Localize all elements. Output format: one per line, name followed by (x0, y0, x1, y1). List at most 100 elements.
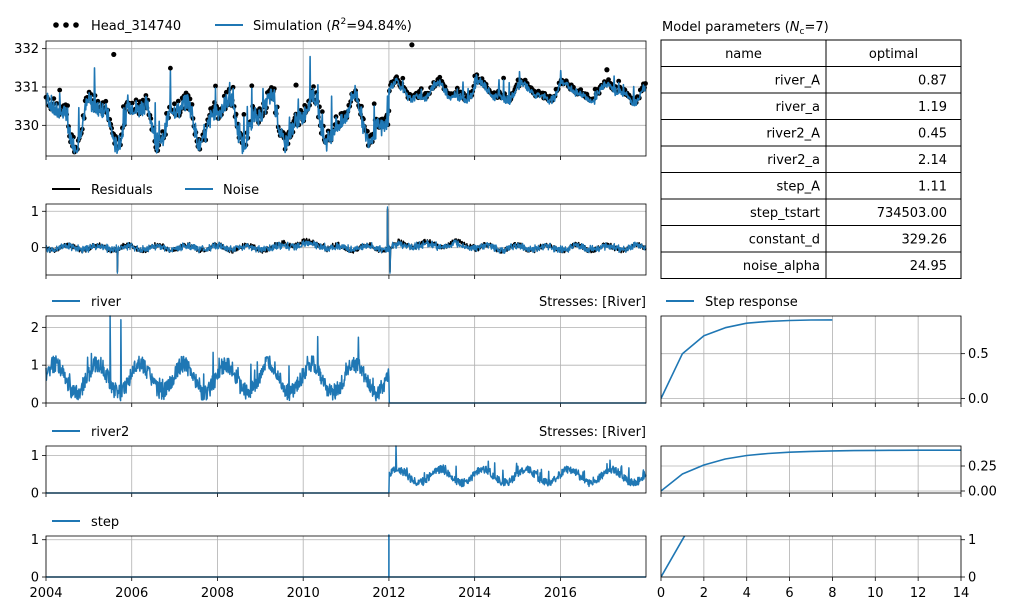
x-tick-label: 2006 (115, 586, 148, 601)
y-tick-label: 0.0 (968, 392, 989, 407)
observed-point (172, 101, 177, 107)
axes-frame (45, 203, 647, 276)
table-row: step_A 1.11 (660, 172, 962, 200)
residuals-legend: Residuals Noise (52, 183, 259, 198)
x-tick-label: 2016 (544, 586, 577, 601)
y-tick-label: 332 (14, 42, 39, 57)
x-tick-label: 2014 (458, 586, 491, 601)
param-name: river2_A (766, 127, 820, 142)
observed-point (293, 82, 299, 88)
step-panel: 0 1 step 2004 2006 2008 2010 2012 2014 2016 (29, 515, 647, 601)
table-cell (825, 119, 962, 147)
observed-point (129, 100, 135, 106)
river2-panel: 0 1 river2 Stresses: [River] (31, 425, 647, 502)
residuals-series (45, 208, 647, 273)
y-tick-label: 0 (968, 571, 976, 586)
step-response-series (661, 319, 833, 399)
observed-point (249, 83, 255, 89)
observed-point (578, 87, 584, 92)
observed-point (409, 42, 415, 48)
y-tick-label: 1 (31, 449, 39, 464)
table-row: constant_d 329.26 (660, 225, 962, 253)
y-tick-label: 0 (31, 397, 39, 412)
legend-label: Step response (705, 295, 798, 310)
y-tick-label: 1 (31, 533, 39, 548)
table-cell (825, 225, 962, 253)
y-tick-label: 1 (31, 359, 39, 374)
param-value: 24.95 (910, 259, 947, 274)
y-tick-label: 0 (31, 571, 39, 586)
observed-point (400, 75, 406, 81)
observed-point (111, 51, 117, 58)
axes-frame (660, 315, 962, 404)
observed-point (643, 81, 648, 86)
x-axis-years: 2004 2006 2008 2010 2012 2014 2016 (29, 586, 576, 601)
observed-point (454, 85, 460, 91)
noise-series (45, 206, 647, 274)
axes-frame (45, 535, 647, 578)
observed-point (57, 87, 63, 93)
param-name: step_A (776, 180, 820, 195)
table-cell (660, 251, 827, 279)
legend-label: Simulation (R2=94.84%) (253, 17, 412, 34)
x-tick-label: 14 (953, 586, 970, 601)
table-cell (825, 198, 962, 226)
observed-point (241, 112, 247, 117)
y-tick-label: 0.5 (968, 347, 989, 362)
parameter-table: Model parameters (Nc=7) name optimal river… (660, 20, 962, 279)
param-value: 734503.00 (877, 206, 947, 221)
legend-dot-swatch (63, 22, 69, 28)
table-cell (825, 92, 962, 120)
observed-point (223, 89, 229, 95)
step-block-response-panel: 010 2 4 6 8 10 12 14 (657, 533, 976, 601)
x-tick-label: 2004 (29, 586, 62, 601)
y-tick-label: 1 (968, 533, 976, 548)
observed-head-series (43, 42, 648, 155)
observed-point (311, 84, 316, 90)
y-tick-label: 2 (31, 321, 39, 336)
head-legend: Head_314740 Simulation (R2=94.84%) (53, 17, 412, 34)
legend-dot-swatch (73, 22, 79, 28)
legend-label: Noise (223, 183, 259, 198)
head-panel: 330 331 332 Head_314740 Simulation (R2=94.84… (14, 17, 648, 160)
step-block-response-series (661, 536, 686, 577)
observed-point (616, 78, 622, 84)
observed-point (302, 103, 308, 108)
param-value: 2.14 (918, 153, 947, 168)
y-tick-label: 331 (14, 81, 39, 96)
observed-point (95, 98, 101, 104)
table-row: river_a 1.19 (660, 92, 962, 120)
observed-point (213, 83, 218, 89)
parameter-table-title: Model parameters (Nc=7) (662, 20, 829, 37)
observed-point (501, 75, 506, 81)
observed-point (319, 109, 325, 115)
river2-response-panel: 0.00 0.25 (660, 445, 997, 500)
axes-frame (45, 445, 647, 494)
param-name: step_tstart (750, 206, 820, 221)
table-row: river2_A 0.45 (660, 119, 962, 147)
axes-frame (45, 315, 647, 404)
simulation-series (45, 55, 647, 155)
observed-point (437, 74, 443, 80)
river-series (45, 315, 647, 404)
param-value: 329.26 (902, 233, 948, 248)
observed-point (143, 93, 149, 98)
observed-point (604, 67, 610, 73)
legend-dot-swatch (53, 22, 59, 28)
river2-stresses-label: Stresses: [River] (539, 425, 646, 440)
table-row: river_A 0.87 (660, 66, 962, 94)
param-value: 1.11 (918, 180, 947, 195)
table-cell (825, 172, 962, 200)
observed-point (371, 101, 377, 107)
observed-point (51, 96, 57, 101)
param-value: 1.19 (918, 100, 947, 115)
param-name: noise_alpha (743, 259, 820, 274)
param-value: 0.87 (918, 74, 947, 89)
step-legend: step (52, 515, 119, 530)
river2-series (45, 445, 647, 494)
legend-label: Residuals (91, 183, 153, 198)
step-series (46, 534, 646, 578)
step-response-legend: Step response (666, 295, 798, 310)
y-tick-label: 330 (14, 119, 39, 134)
